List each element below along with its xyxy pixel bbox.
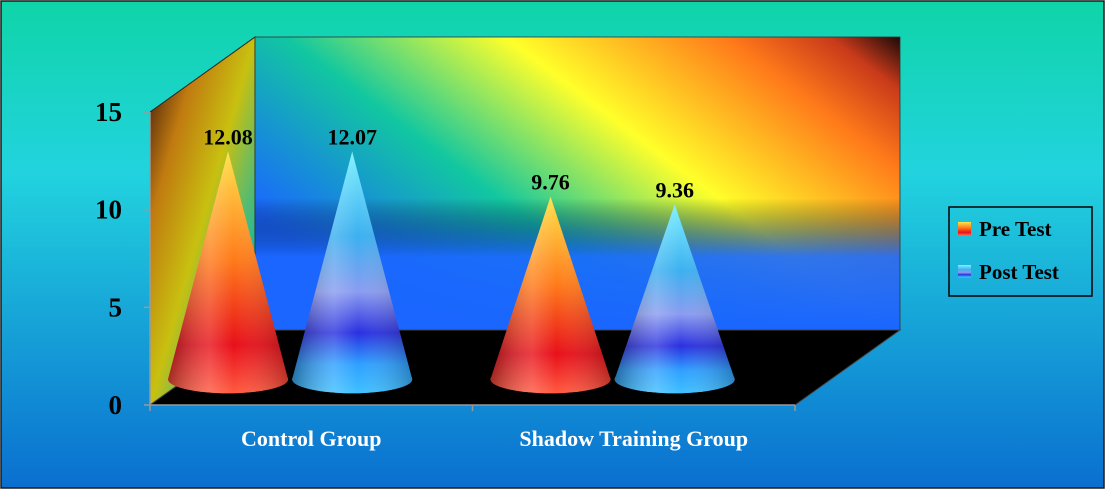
x-category-label: Shadow Training Group	[519, 426, 748, 451]
data-label: 9.36	[655, 177, 694, 202]
y-tick-label: 0	[109, 390, 123, 420]
pre-test-cone	[168, 151, 289, 394]
legend-label: Post Test	[979, 260, 1059, 284]
legend-box	[948, 206, 1093, 297]
legend: Pre Test Post Test	[948, 206, 1093, 297]
data-label: 9.76	[531, 170, 570, 195]
y-tick-label: 10	[95, 195, 122, 225]
legend-swatch	[958, 222, 971, 235]
data-label: 12.08	[203, 124, 253, 149]
post-test-cone	[614, 204, 735, 394]
cone-shading	[490, 196, 611, 394]
pre-test-cone	[490, 196, 611, 394]
y-tick-label: 5	[109, 292, 123, 322]
x-category-label: Control Group	[241, 426, 381, 451]
data-label: 12.07	[327, 124, 377, 149]
cone-shading	[292, 151, 413, 394]
y-tick-label: 15	[95, 97, 122, 127]
post-test-cone	[292, 151, 413, 394]
cone-shading	[614, 204, 735, 394]
cone-shading	[168, 151, 289, 394]
legend-label: Pre Test	[979, 217, 1052, 241]
legend-swatch	[958, 265, 971, 278]
